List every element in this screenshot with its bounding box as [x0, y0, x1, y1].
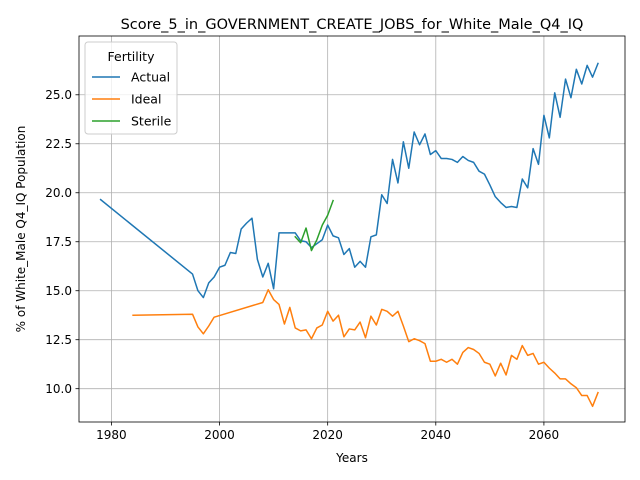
- x-axis: 1980 2000 2020 2040 2060: [96, 422, 559, 442]
- plot-frame: [78, 35, 626, 423]
- legend-title: Fertility: [108, 49, 156, 64]
- y-tick-label: 22.5: [45, 137, 72, 151]
- y-axis: 10.0 12.5 15.0 17.5 20.0 22.5 25.0: [45, 88, 79, 396]
- series-layer: [99, 62, 599, 408]
- legend-label-ideal: Ideal: [131, 92, 161, 107]
- x-tick-label: 2000: [204, 428, 235, 442]
- x-axis-label: Years: [335, 451, 368, 465]
- y-tick-label: 20.0: [45, 186, 72, 200]
- legend: Fertility Actual Ideal Sterile: [84, 41, 178, 135]
- grid: [79, 36, 625, 422]
- y-axis-label: % of White_Male Q4_IQ Population: [14, 126, 28, 333]
- legend-label-actual: Actual: [131, 70, 170, 85]
- y-tick-label: 12.5: [45, 333, 72, 347]
- x-tick-label: 2060: [529, 428, 560, 442]
- y-tick-label: 10.0: [45, 382, 72, 396]
- x-tick-label: 2020: [312, 428, 343, 442]
- legend-items: Actual Ideal Sterile: [92, 70, 172, 129]
- x-tick-label: 1980: [96, 428, 127, 442]
- series-line-ideal: [132, 288, 599, 408]
- y-tick-label: 15.0: [45, 284, 72, 298]
- series-line-sterile: [294, 199, 335, 252]
- legend-label-sterile: Sterile: [131, 114, 172, 129]
- y-tick-label: 17.5: [45, 235, 72, 249]
- y-tick-label: 25.0: [45, 88, 72, 102]
- chart-title: Score_5_in_GOVERNMENT_CREATE_JOBS_for_Wh…: [121, 17, 584, 33]
- x-tick-label: 2040: [421, 428, 452, 442]
- legend-box: [84, 41, 178, 135]
- series-line-actual: [99, 62, 599, 299]
